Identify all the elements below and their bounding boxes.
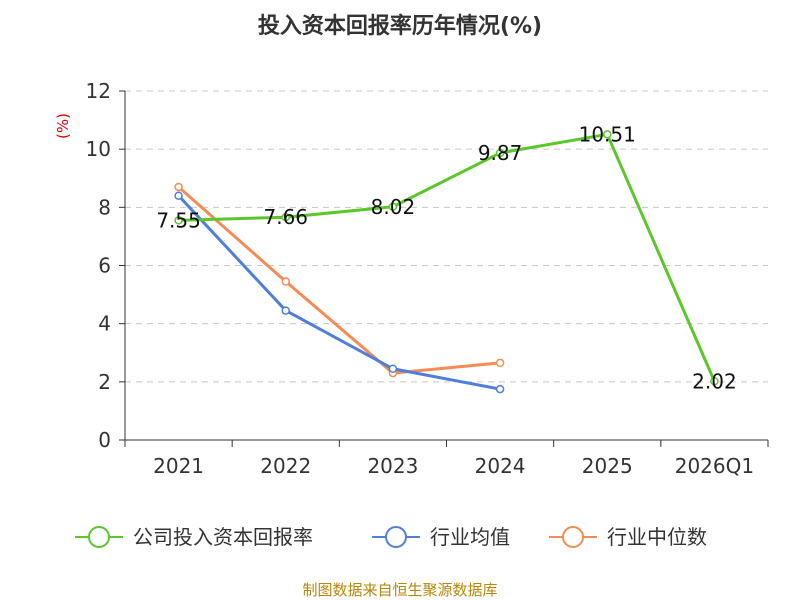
x-tick-label: 2022 [260,454,311,478]
source-note: 制图数据来自恒生聚源数据库 [302,581,497,599]
legend-item[interactable]: 公司投入资本回报率 [75,525,313,549]
series-line [177,194,501,391]
data-point [281,306,290,315]
grid-lines [125,90,768,383]
x-tick-label: 2026Q1 [675,454,754,478]
legend-marker [562,526,584,548]
legend-marker [88,526,110,548]
data-point [495,148,505,158]
axes: 0 2 4 6 8 10 12 2021 2022 2023 2024 2025 2026Q1 [86,79,769,478]
series-group [174,130,719,394]
data-label: 7.66 [263,205,308,229]
data-point [174,216,183,225]
x-tick-label: 2025 [582,454,633,478]
y-tick-label: 10 [86,137,111,161]
y-tick-label: 12 [86,79,111,103]
data-labels: 7.55 7.66 8.02 9.87 10.51 2.02 [156,122,736,393]
data-point [710,377,719,386]
data-label: 7.55 [156,208,201,232]
data-label: 9.87 [478,141,523,165]
legend-label: 行业中位数 [607,525,707,549]
data-point [495,384,505,394]
y-axis-label: (%) [54,113,72,139]
x-tick-label: 2023 [367,454,418,478]
legend[interactable]: 公司投入资本回报率 行业均值 行业中位数 [75,525,707,549]
data-label: 8.02 [371,195,416,219]
y-tick-label: 4 [98,312,111,336]
data-point [174,191,183,200]
legend-marker [385,526,407,548]
legend-label: 行业均值 [430,525,510,549]
data-point [388,364,398,373]
series-line [178,132,716,382]
legend-label: 公司投入资本回报率 [133,525,313,549]
data-point [388,202,398,212]
chart-title: 投入资本回报率历年情况(%) [258,13,542,39]
x-tick-label: 2021 [153,454,204,478]
data-label: 10.51 [579,122,636,146]
y-tick-label: 0 [98,428,111,452]
x-tick-label: 2024 [475,454,526,478]
data-point [281,277,290,286]
legend-item[interactable]: 行业中位数 [549,525,707,549]
series-line [177,185,501,375]
data-point [281,212,290,222]
data-point [174,182,183,192]
data-label: 2.02 [692,369,737,393]
legend-item[interactable]: 行业均值 [372,525,510,549]
y-tick-label: 6 [98,254,111,278]
data-point [495,358,505,368]
data-point [603,130,612,139]
y-tick-label: 8 [98,195,111,219]
y-tick-label: 2 [98,370,111,394]
